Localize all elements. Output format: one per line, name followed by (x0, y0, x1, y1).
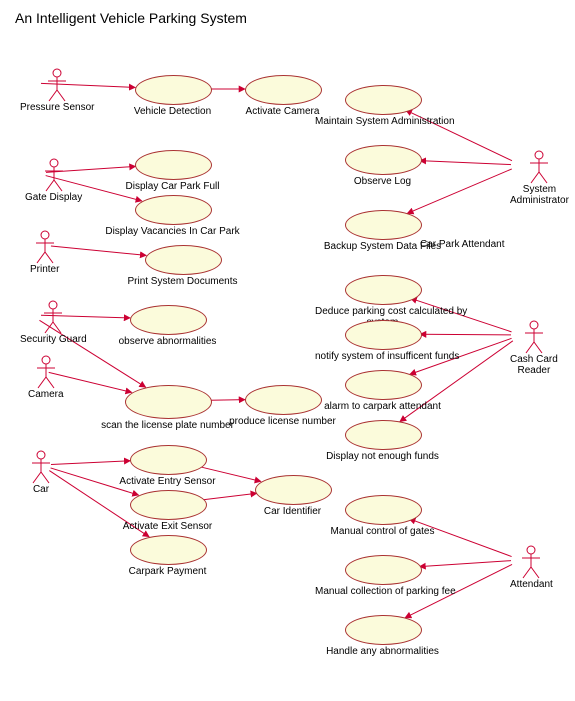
actor-label: Cash Card Reader (510, 354, 558, 376)
usecase-vehicle-detection (135, 75, 212, 105)
actor-label: Gate Display (25, 192, 82, 203)
actor-label: Security Guard (20, 334, 87, 345)
usecase-label: observe abnormalities (100, 336, 235, 347)
edge (210, 400, 245, 401)
actor-label: Car (30, 484, 52, 495)
usecase-label: Backup System Data Files (315, 241, 450, 252)
actor-pressure-sensor: Pressure Sensor (20, 68, 94, 113)
usecase-print-docs (145, 245, 222, 275)
usecase-car-identifier (255, 475, 332, 505)
actor-cash-card-reader: Cash Card Reader (510, 320, 558, 376)
usecase-label: notify system of insufficent funds (315, 351, 450, 362)
actor-label: Pressure Sensor (20, 102, 94, 113)
usecase-alarm-attendant (345, 370, 422, 400)
usecase-label: Handle any abnormalities (315, 646, 450, 657)
usecase-activate-camera (245, 75, 322, 105)
edge (419, 561, 511, 567)
actor-label: Camera (28, 389, 64, 400)
actor-label: Attendant (510, 579, 553, 590)
usecase-maintain-admin (345, 85, 422, 115)
actor-label: Printer (30, 264, 59, 275)
usecase-label: Manual control of gates (315, 526, 450, 537)
usecase-label: Carpark Payment (100, 566, 235, 577)
actor-attendant: Attendant (510, 545, 553, 590)
usecase-label: Activate Exit Sensor (100, 521, 235, 532)
usecase-observe-log (345, 145, 422, 175)
usecase-observe-abnorm (130, 305, 207, 335)
usecase-backup-data (345, 210, 422, 240)
usecase-label: Display Vacancies In Car Park (105, 226, 240, 237)
actor-car: Car (30, 450, 52, 495)
usecase-display-not-enough (345, 420, 422, 450)
actor-gate-display: Gate Display (25, 158, 82, 203)
usecase-activate-entry (130, 445, 207, 475)
edge (409, 519, 511, 557)
actor-security-guard: Security Guard (20, 300, 87, 345)
usecase-label: Display Car Park Full (105, 181, 240, 192)
actor-label: System Administrator (510, 184, 569, 206)
usecase-produce-plate (245, 385, 322, 415)
actor-printer: Printer (30, 230, 59, 275)
usecase-carpark-payment (130, 535, 207, 565)
usecase-label: Display not enough funds (315, 451, 450, 462)
usecase-label: Manual collection of parking fee (315, 586, 450, 597)
usecase-label: produce license number (215, 416, 350, 427)
usecase-display-full (135, 150, 212, 180)
usecase-label: Maintain System Administration (315, 116, 450, 127)
edge (203, 493, 257, 499)
usecase-label: Observe Log (315, 176, 450, 187)
edge (420, 161, 511, 165)
usecase-manual-fee (345, 555, 422, 585)
usecase-label: Car Identifier (225, 506, 360, 517)
actor-system-admin: System Administrator (510, 150, 569, 206)
usecase-handle-abnorm (345, 615, 422, 645)
usecase-notify-funds (345, 320, 422, 350)
usecase-deduce-cost (345, 275, 422, 305)
usecase-display-vacancies (135, 195, 212, 225)
diagram-title: An Intelligent Vehicle Parking System (15, 10, 247, 26)
usecase-manual-gates (345, 495, 422, 525)
usecase-label: alarm to carpark attendant (315, 401, 450, 412)
edge (51, 461, 130, 465)
usecase-activate-exit (130, 490, 207, 520)
actor-camera: Camera (28, 355, 64, 400)
usecase-label: Print System Documents (115, 276, 250, 287)
usecase-scan-plate (125, 385, 212, 419)
usecase-label: Activate Entry Sensor (100, 476, 235, 487)
diagram-canvas: An Intelligent Vehicle Parking System Pr… (0, 0, 575, 701)
edge (51, 246, 146, 255)
edge (420, 334, 511, 335)
